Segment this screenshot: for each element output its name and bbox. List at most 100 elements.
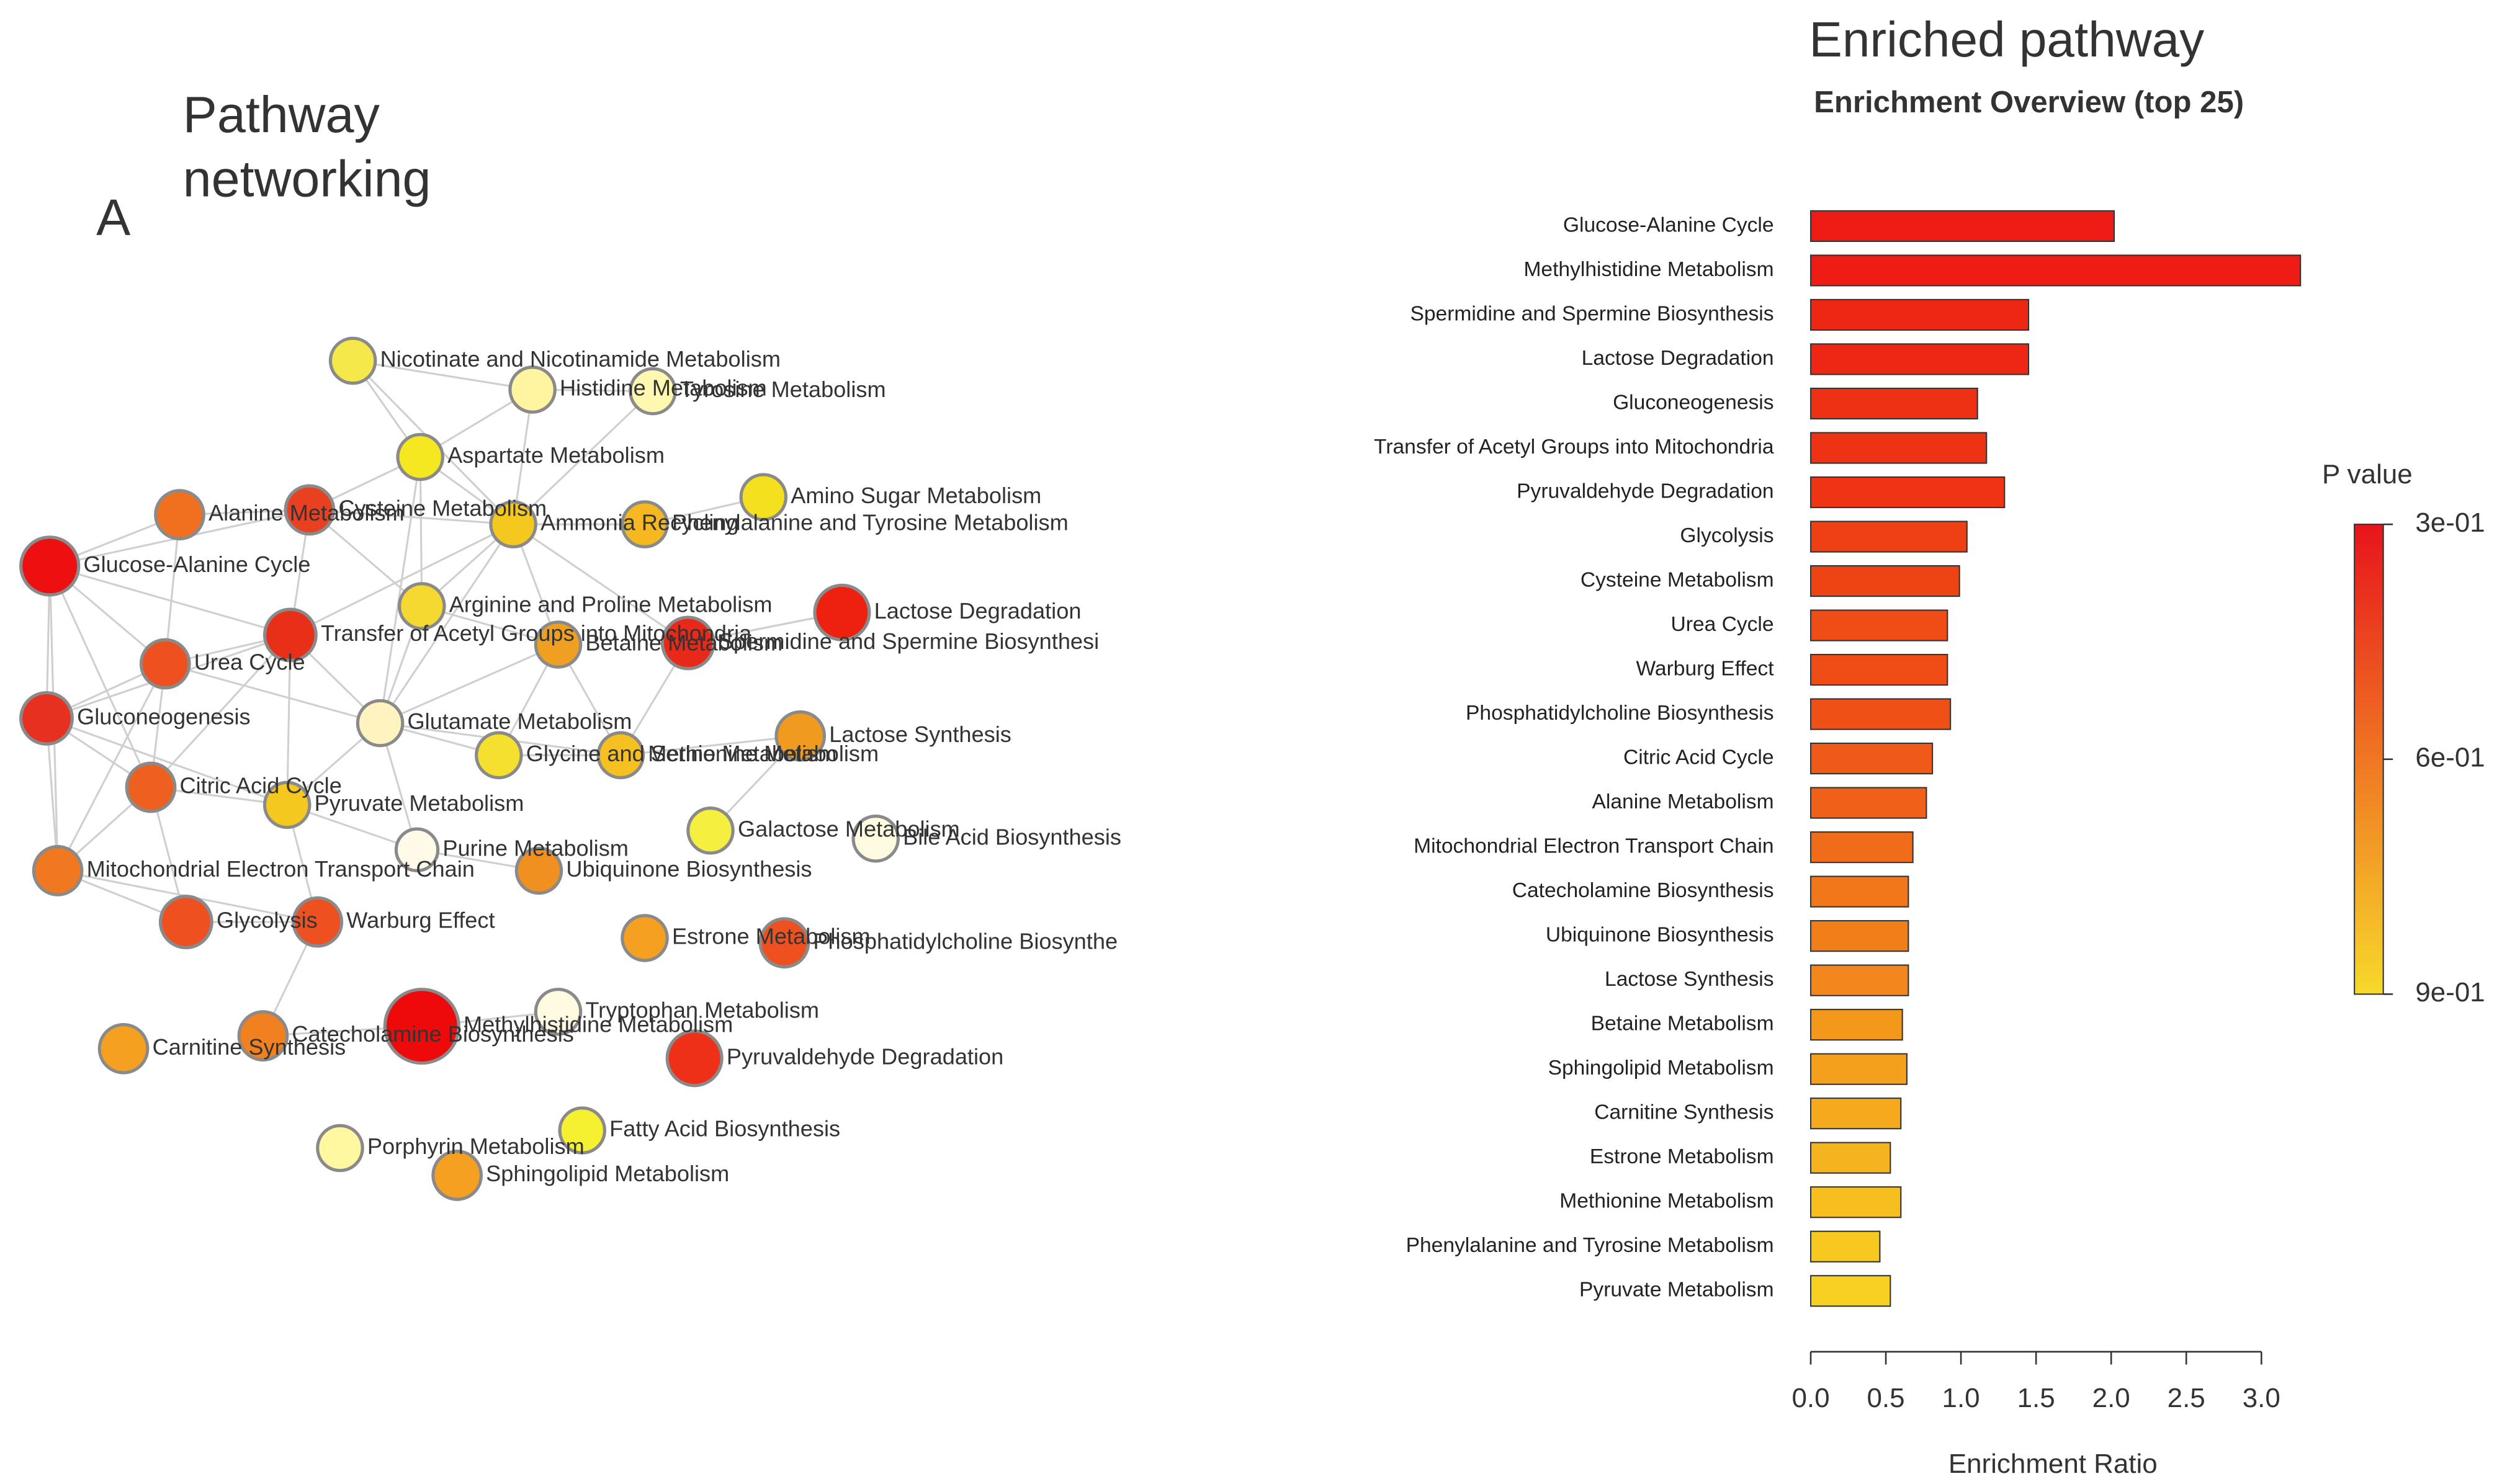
node <box>139 638 191 690</box>
category-label: Phenylalanine and Tyrosine Metabolism <box>1406 1234 1774 1257</box>
category-label: Gluconeogenesis <box>1613 391 1773 414</box>
chart-title: Enriched pathway <box>1809 11 2204 67</box>
node-label: Sphingolipid Metabolism <box>486 1161 729 1186</box>
node-label: Phenylalanine and Tyrosine Metabolism <box>672 510 1069 535</box>
bar <box>1809 1009 1903 1041</box>
node <box>686 807 735 855</box>
node-label: Porphyrin Metabolism <box>367 1133 585 1159</box>
bar <box>1809 1142 1891 1174</box>
edge <box>419 457 423 606</box>
bar <box>1809 1097 1902 1130</box>
node-label: Transfer of Acetyl Groups into Mitochond… <box>321 620 752 646</box>
edge <box>309 509 514 525</box>
x-tick-label: 2.5 <box>2168 1383 2205 1413</box>
node <box>396 432 444 481</box>
edge <box>379 643 559 725</box>
category-label: Lactose Degradation <box>1582 347 1774 370</box>
node-label: Histidine Metabolism <box>560 375 767 401</box>
node-label: Tryptophan Metabolism <box>585 997 819 1022</box>
node <box>19 691 74 746</box>
category-label: Cysteine Metabolism <box>1581 568 1774 591</box>
network-title-line: networking <box>183 150 431 207</box>
node <box>356 699 405 748</box>
node <box>383 988 460 1065</box>
colorbar <box>2354 524 2384 995</box>
node <box>514 846 563 895</box>
node-label: Methylhistidine Metabolism <box>464 1012 733 1037</box>
node-label: Lactose Synthesis <box>829 722 1011 747</box>
category-label: Citric Acid Cycle <box>1623 746 1774 769</box>
bar <box>1809 210 2115 243</box>
bars: Glucose-Alanine Cycle Methylhistidine Met… <box>1374 210 2302 1413</box>
category-label: Transfer of Acetyl Groups into Mitochond… <box>1374 436 1774 458</box>
x-tick-label: 3.0 <box>2243 1383 2280 1413</box>
node <box>621 500 669 548</box>
category-label: Catecholamine Biosynthesis <box>1512 879 1774 902</box>
category-label: Glycolysis <box>1680 524 1773 547</box>
bar <box>1809 698 1952 730</box>
category-label: Mitochondrial Electron Transport Chain <box>1414 834 1773 857</box>
colorbar-title: P value <box>2322 459 2413 489</box>
node <box>758 917 810 969</box>
edge <box>290 523 514 636</box>
node-label: Bile Acid Biosynthesis <box>903 824 1121 849</box>
node <box>97 1022 150 1075</box>
node <box>394 827 440 872</box>
bar <box>1809 387 1978 420</box>
bar <box>1809 476 2006 509</box>
colorbar-tick-label: 3e-01 <box>2415 507 2485 538</box>
node <box>262 780 312 829</box>
x-tick-label: 0.5 <box>1867 1383 1905 1413</box>
node-label: Glucose-Alanine Cycle <box>83 552 310 577</box>
node-label: Spermidine and Spermine Biosynthesi <box>719 628 1099 654</box>
category-label: Pyruvate Metabolism <box>1579 1279 1774 1302</box>
edge <box>513 523 689 644</box>
bar <box>1809 743 1934 775</box>
node-label: Citric Acid Cycle <box>180 773 342 798</box>
node-label: Tyrosine Metabolism <box>680 377 886 402</box>
edge <box>46 717 288 806</box>
node <box>284 484 336 536</box>
edge <box>352 359 533 391</box>
node <box>316 1124 364 1173</box>
colorbar-tick-label: 9e-01 <box>2415 977 2485 1008</box>
node-label: Betaine Metabolism <box>585 630 782 656</box>
node <box>660 615 715 671</box>
bar <box>1809 875 1909 908</box>
category-label: Estrone Metabolism <box>1590 1145 1774 1168</box>
node <box>154 489 205 540</box>
bar <box>1809 565 1960 597</box>
node-label: Ubiquinone Biosynthesis <box>566 856 812 882</box>
node-label: Pyruvaldehyde Degradation <box>727 1044 1003 1069</box>
bar <box>1809 787 1927 819</box>
category-label: Methylhistidine Metabolism <box>1523 258 1773 281</box>
node-label: Phosphatidylcholine Biosynthe <box>813 928 1118 954</box>
node-label: Urea Cycle <box>194 650 305 675</box>
edge <box>150 634 291 789</box>
node <box>489 500 537 548</box>
colorbar-tick-label: 6e-01 <box>2415 742 2485 772</box>
edge <box>621 735 800 756</box>
edge <box>379 457 421 723</box>
node-label: Nicotinate and Nicotinamide Metabolism <box>380 346 781 372</box>
nodes: Nicotinate and Nicotinamide Metabolism Hi… <box>19 336 1121 1201</box>
node-label: Mitochondrial Electron Transport Chain <box>87 856 475 882</box>
node <box>431 1150 483 1201</box>
edge <box>49 565 291 636</box>
node-label: Purine Metabolism <box>442 835 629 860</box>
node-label: Lactose Degradation <box>874 598 1082 624</box>
bar <box>1809 1275 1891 1307</box>
node-label: Glutamate Metabolism <box>408 708 632 734</box>
category-label: Methionine Metabolism <box>1559 1190 1773 1213</box>
bar <box>1809 343 2030 375</box>
bar <box>1809 1053 1908 1085</box>
x-tick-label: 2.0 <box>2092 1383 2130 1413</box>
node <box>158 895 213 950</box>
node <box>534 988 583 1036</box>
category-label: Glucose-Alanine Cycle <box>1563 213 1774 236</box>
x-tick-label: 1.5 <box>2017 1383 2055 1413</box>
x-tick-label: 1.0 <box>1942 1383 1980 1413</box>
node <box>262 607 318 663</box>
